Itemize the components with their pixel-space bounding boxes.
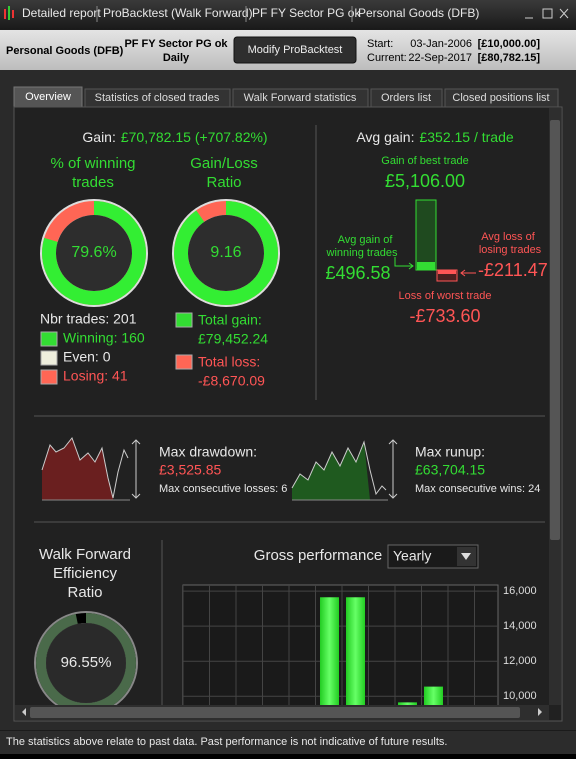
arrow <box>394 257 414 270</box>
avg-gain: £352.15 / trade <box>419 129 513 145</box>
consecutive-losses: Max consecutive losses: 6 <box>159 483 287 495</box>
legend-swatch <box>40 331 58 347</box>
worst-trade: -£733.60 <box>409 306 480 326</box>
bar <box>398 702 417 705</box>
gain-label: Gain: <box>82 129 115 145</box>
label: Max runup: <box>415 444 485 460</box>
max-drawdown: £3,525.85 <box>159 462 221 478</box>
bar <box>320 597 339 705</box>
start-capital: [£10,000.00] <box>478 38 541 50</box>
donut-arc <box>42 201 146 305</box>
disclaimer: The statistics above relate to past data… <box>6 736 447 748</box>
legend-swatch <box>175 354 193 370</box>
arrow <box>460 269 476 277</box>
current-capital: [£80,782.15] <box>478 52 541 64</box>
title-tab[interactable]: Detailed report <box>22 6 101 20</box>
donut-center <box>46 623 126 703</box>
wfe-title: Ratio <box>67 584 102 601</box>
max-runup: £63,704.15 <box>415 462 485 478</box>
chart-area <box>182 584 499 711</box>
title-bar <box>0 0 576 29</box>
label: Total loss: <box>198 354 260 370</box>
total-loss: -£8,670.09 <box>198 373 265 389</box>
title-tab[interactable]: ProBacktest (Walk Forward) <box>103 6 253 20</box>
system-name: PF FY Sector PG ok <box>124 38 228 50</box>
even: Even: 0 <box>63 349 111 365</box>
timeframe: Daily <box>163 52 190 64</box>
start-date: 03-Jan-2006 <box>410 38 472 50</box>
gain-loss-ratio: 9.16 <box>210 244 241 261</box>
total-gain: £79,452.24 <box>198 331 268 347</box>
wfe-title: Walk Forward <box>39 546 131 563</box>
y-tick-label: 16,000 <box>503 585 537 597</box>
app-icon <box>4 6 14 20</box>
consecutive-wins: Max consecutive wins: 24 <box>415 483 540 495</box>
avg-loss-bar <box>438 270 456 274</box>
label: winning trades <box>326 247 398 259</box>
bar <box>346 597 365 705</box>
period[interactable]: Yearly <box>393 548 431 564</box>
tab-label[interactable]: Orders list <box>381 92 431 104</box>
y-tick-label: 12,000 <box>503 655 537 667</box>
modify-button[interactable] <box>233 36 357 64</box>
avg-gain-line: Avg gain: £352.15 / trade <box>356 129 514 145</box>
button-label[interactable]: Modify ProBacktest <box>248 44 343 56</box>
avg-gain-label: Avg gain: <box>356 129 414 145</box>
gross-title: Gross performance <box>254 547 382 564</box>
h-scroll-thumb[interactable] <box>30 707 520 718</box>
label: Avg loss of <box>481 231 536 243</box>
wfe-value: 96.55% <box>61 654 112 671</box>
tab-label[interactable]: Closed positions list <box>452 92 549 104</box>
avg-win-bar <box>417 262 435 270</box>
gain-line: Gain: £70,782.15 (+707.82%) <box>82 129 267 145</box>
winning: Winning: 160 <box>63 330 145 346</box>
label: Start: <box>367 38 393 50</box>
label: Loss of worst trade <box>399 290 492 302</box>
label: Current: <box>367 52 407 64</box>
donut-title: Gain/Loss <box>190 155 258 172</box>
wfe-title: Efficiency <box>53 565 117 582</box>
y-tick-label: 14,000 <box>503 620 537 632</box>
legend-swatch <box>40 350 58 366</box>
bar <box>424 686 443 705</box>
donut-center <box>56 215 132 291</box>
runup-sparkline <box>291 439 398 501</box>
title-tab[interactable]: Personal Goods (DFB) <box>358 6 479 20</box>
current-date: 22-Sep-2017 <box>408 52 472 64</box>
avg-win: £496.58 <box>325 263 390 283</box>
title-tab[interactable]: PF FY Sector PG ok <box>252 6 361 20</box>
dropdown-arrow <box>461 553 471 560</box>
donut-title: trades <box>72 174 114 191</box>
label: Avg gain of <box>338 234 394 246</box>
win-rate: 79.6% <box>71 244 116 261</box>
v-scroll-thumb[interactable] <box>550 120 560 540</box>
donut-title: % of winning <box>50 155 135 172</box>
y-tick-label: 10,000 <box>503 690 537 702</box>
best-trade: £5,106.00 <box>385 171 465 191</box>
best-bar <box>415 199 437 271</box>
tab-label[interactable]: Statistics of closed trades <box>95 92 220 104</box>
avg-loss: -£211.47 <box>478 260 548 280</box>
legend-swatch <box>175 312 193 328</box>
donut-center <box>188 215 264 291</box>
drawdown-sparkline <box>41 436 141 501</box>
instrument: Personal Goods (DFB) <box>6 45 124 57</box>
donut-title: Ratio <box>206 174 241 191</box>
losing: Losing: 41 <box>63 368 128 384</box>
footer <box>0 731 576 754</box>
label: Total gain: <box>198 312 262 328</box>
tab-label[interactable]: Overview <box>25 91 71 103</box>
nbr-trades: Nbr trades: 201 <box>40 311 137 327</box>
label: Max drawdown: <box>159 444 257 460</box>
label: losing trades <box>479 244 542 256</box>
window-controls[interactable] <box>525 8 569 19</box>
label: Gain of best trade <box>381 155 468 167</box>
gain-value: £70,782.15 (+707.82%) <box>121 129 268 145</box>
period-dropdown[interactable] <box>387 544 479 569</box>
tab-label[interactable]: Walk Forward statistics <box>244 92 357 104</box>
donut-arc <box>174 201 278 305</box>
legend-swatch <box>40 369 58 385</box>
